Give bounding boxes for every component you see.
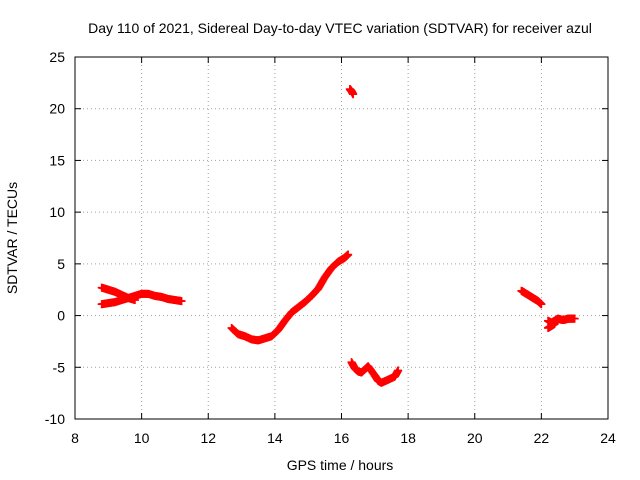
y-tick-label: 20 bbox=[49, 101, 65, 117]
y-tick-label: -10 bbox=[45, 411, 65, 427]
data-point bbox=[550, 319, 559, 328]
data-point bbox=[394, 366, 403, 375]
series-segment-3 bbox=[347, 358, 403, 387]
data-point bbox=[344, 250, 353, 259]
x-tick-label: 16 bbox=[334, 430, 350, 446]
data-point bbox=[537, 300, 546, 309]
series-segment-1b bbox=[97, 283, 139, 305]
series-segment-6b bbox=[544, 319, 559, 332]
y-tick-label: 0 bbox=[57, 308, 65, 324]
axis-ticks bbox=[74, 56, 609, 420]
y-axis-label: SDTVAR / TECUs bbox=[4, 182, 20, 294]
series-segment-4 bbox=[345, 85, 358, 99]
x-tick-label: 8 bbox=[71, 430, 79, 446]
y-tick-label: 25 bbox=[49, 49, 65, 65]
x-tick-label: 10 bbox=[134, 430, 150, 446]
series-segment-5 bbox=[517, 286, 546, 309]
y-tick-label: 15 bbox=[49, 152, 65, 168]
x-tick-label: 20 bbox=[467, 430, 483, 446]
x-tick-label: 24 bbox=[600, 430, 616, 446]
y-tick-label: 10 bbox=[49, 204, 65, 220]
x-tick-label: 12 bbox=[200, 430, 216, 446]
data-point bbox=[177, 297, 186, 306]
data-point bbox=[570, 314, 579, 323]
y-tick-label: -5 bbox=[53, 359, 66, 375]
data-point bbox=[130, 296, 139, 305]
x-tick-label: 18 bbox=[400, 430, 416, 446]
x-tick-label: 22 bbox=[534, 430, 550, 446]
data-point bbox=[349, 90, 358, 99]
data-points bbox=[97, 85, 579, 387]
x-axis-label: GPS time / hours bbox=[287, 457, 394, 473]
chart-title: Day 110 of 2021, Sidereal Day-to-day VTE… bbox=[88, 20, 592, 36]
y-tick-label: 5 bbox=[57, 256, 65, 272]
grid bbox=[75, 57, 608, 419]
x-tick-label: 14 bbox=[267, 430, 283, 446]
tick-labels: 8 10 12 14 16 18 20 22 24 -10 -5 0 5 10 15 20 25 bbox=[45, 49, 616, 446]
series-segment-2 bbox=[227, 250, 353, 345]
